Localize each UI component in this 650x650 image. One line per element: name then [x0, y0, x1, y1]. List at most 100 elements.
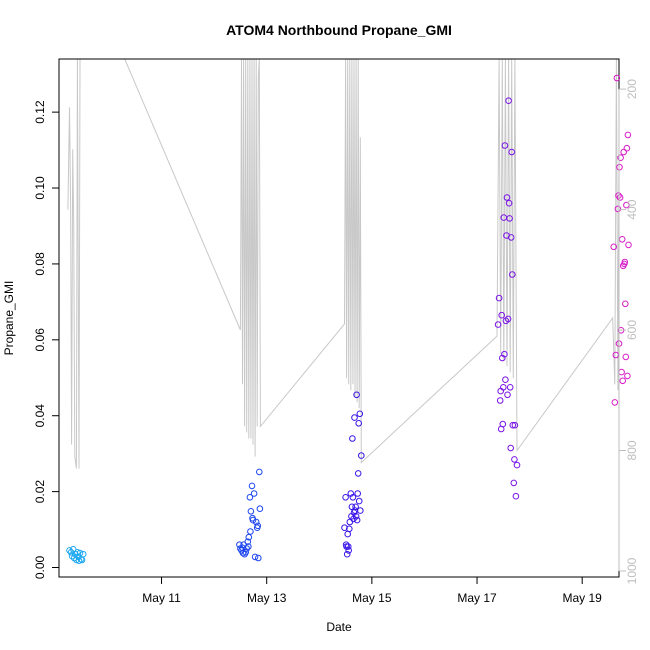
data-point-series-5 [618, 368, 625, 376]
data-point-series-4 [498, 311, 506, 319]
data-point-series-3 [354, 470, 362, 477]
data-point-series-4 [511, 421, 519, 429]
data-point-series-2 [239, 549, 247, 557]
data-point-series-2 [243, 545, 250, 552]
data-point-series-5 [613, 74, 621, 82]
x-axis-label: Date [326, 620, 352, 634]
data-point-series-2 [247, 508, 255, 515]
data-point-series-5 [624, 372, 631, 380]
data-point-series-1 [76, 549, 84, 557]
x-tick-label: May 15 [352, 591, 392, 605]
data-point-series-3 [353, 516, 361, 524]
data-point-series-3 [358, 452, 365, 459]
data-point-series-2 [249, 516, 257, 524]
data-point-series-5 [625, 241, 632, 249]
data-point-series-3 [357, 507, 364, 514]
y-tick-label: 0.06 [33, 328, 47, 352]
data-point-series-3 [344, 543, 352, 550]
data-point-series-3 [354, 490, 362, 497]
data-point-series-5 [622, 353, 630, 361]
data-point-series-4 [507, 444, 515, 452]
y-tick-label: 0.10 [33, 176, 47, 200]
data-point-series-5 [614, 205, 622, 213]
data-point-series-3 [347, 490, 355, 497]
x-tick-label: May 11 [142, 591, 181, 605]
data-point-series-4 [499, 354, 506, 362]
data-point-series-3 [342, 494, 349, 501]
secondary-tick-label: 400 [625, 199, 639, 219]
data-point-series-4 [499, 420, 507, 428]
x-tick-label: May 17 [457, 591, 497, 605]
data-point-series-3 [355, 420, 363, 427]
data-point-series-2 [250, 490, 258, 497]
data-point-series-1 [68, 552, 76, 560]
data-point-series-5 [623, 144, 631, 152]
data-point-series-3 [346, 518, 354, 526]
data-point-series-4 [509, 421, 517, 429]
data-point-series-4 [513, 461, 521, 469]
data-point-series-3 [356, 410, 364, 418]
data-point-series-4 [503, 194, 511, 201]
x-tick-label: May 13 [247, 591, 287, 605]
data-point-series-4 [502, 376, 509, 384]
data-point-series-1 [66, 547, 73, 554]
data-point-series-5 [616, 194, 624, 201]
data-point-series-4 [507, 234, 515, 241]
data-point-series-4 [504, 315, 512, 323]
data-point-series-4 [509, 271, 516, 278]
data-point-series-5 [618, 236, 626, 243]
data-point-series-2 [248, 482, 256, 490]
y-tick-label: 0.12 [33, 100, 47, 124]
data-point-series-4 [506, 384, 514, 391]
data-point-series-5 [620, 148, 628, 156]
data-point-series-4 [505, 199, 513, 207]
chart-title: ATOM4 Northbound Propane_GMI [226, 22, 452, 38]
data-point-series-2 [245, 533, 253, 541]
data-point-series-4 [508, 148, 516, 156]
secondary-tick-label: 600 [625, 320, 639, 340]
x-tick-label: May 19 [563, 591, 603, 605]
data-point-series-4 [504, 391, 511, 399]
data-point-series-3 [353, 391, 360, 399]
data-points-layer [66, 74, 632, 565]
data-point-series-3 [341, 524, 348, 532]
secondary-tick-label: 800 [625, 440, 639, 460]
data-point-series-4 [495, 294, 503, 302]
x-axis: May 11 May 13 May 15 May 17 May 19 [142, 576, 603, 605]
data-point-series-1 [79, 550, 87, 558]
data-point-series-3 [343, 550, 351, 558]
data-point-series-2 [245, 543, 252, 550]
data-point-series-5 [622, 300, 629, 308]
data-point-series-5 [611, 399, 619, 406]
data-point-series-5 [610, 243, 618, 251]
data-point-series-5 [624, 131, 632, 139]
data-point-series-3 [345, 547, 353, 554]
data-point-series-2 [254, 554, 262, 562]
secondary-tick-label: 1000 [625, 557, 639, 584]
data-point-series-2 [246, 494, 254, 501]
data-point-series-3 [344, 530, 352, 538]
y-tick-label: 0.02 [33, 480, 47, 504]
data-point-series-4 [512, 492, 520, 500]
data-point-series-3 [355, 497, 363, 505]
y-axis: 0.00 0.02 0.04 0.06 0.08 0.10 0.12 [33, 100, 60, 579]
y-tick-label: 0.00 [33, 555, 47, 579]
y-tick-label: 0.04 [33, 404, 47, 428]
secondary-y-axis: 200 400 600 800 1000 [618, 79, 639, 584]
data-point-series-2 [244, 538, 252, 546]
data-point-series-4 [501, 350, 508, 358]
y-tick-label: 0.08 [33, 252, 47, 276]
data-point-series-5 [619, 377, 627, 385]
data-point-series-5 [617, 154, 624, 161]
data-point-series-4 [511, 456, 518, 463]
data-point-series-2 [251, 553, 259, 561]
y-axis-label: Propane_GMI [2, 281, 16, 356]
data-point-series-4 [505, 97, 512, 104]
data-point-series-3 [346, 525, 353, 533]
data-point-series-2 [254, 522, 262, 530]
data-point-series-5 [621, 258, 629, 266]
data-point-series-4 [494, 321, 502, 328]
data-point-series-3 [352, 503, 359, 511]
plot-area-frame [58, 58, 620, 578]
